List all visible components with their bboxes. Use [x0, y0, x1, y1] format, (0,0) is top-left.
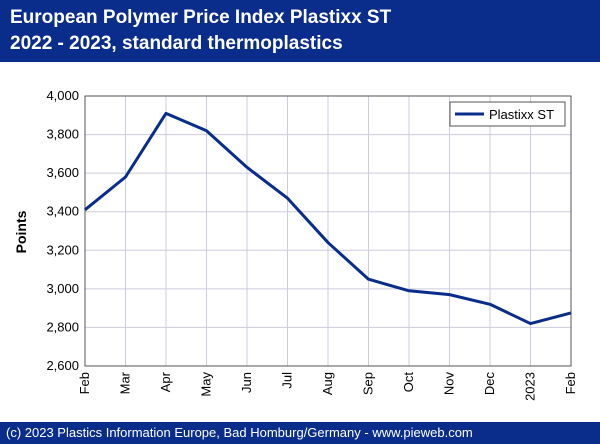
x-tick-label: May	[199, 372, 214, 397]
plot-area	[84, 95, 572, 367]
chart-title-line2: 2022 - 2023, standard thermoplastics	[10, 33, 343, 54]
x-tick-label: Jun	[239, 372, 254, 393]
y-tick-label: 3,200	[46, 242, 79, 257]
y-axis-label: Points	[13, 210, 29, 253]
title-banner: European Polymer Price Index Plastixx ST…	[0, 0, 600, 62]
y-tick-label: 3,600	[46, 165, 79, 180]
x-tick-label: Aug	[320, 372, 335, 395]
x-tick-label: Dec	[482, 372, 497, 396]
x-tick-label: Sep	[361, 372, 376, 395]
copyright-text: (c) 2023 Plastics Information Europe, Ba…	[6, 425, 473, 440]
grid-lines	[84, 95, 572, 367]
x-tick-label: Feb	[77, 372, 92, 394]
line-chart: 2,600 2,800 3,000 3,200 3,400 3,600 3,800 4,000…	[13, 88, 578, 401]
x-tick-label: Feb	[563, 372, 578, 394]
x-tick-label: Apr	[158, 371, 173, 392]
legend-label: Plastixx ST	[489, 107, 554, 122]
y-tick-label: 3,000	[46, 281, 79, 296]
x-tick-label: 2023	[523, 372, 538, 401]
y-tick-label: 2,600	[46, 358, 79, 373]
x-tick-label: Mar	[118, 371, 133, 394]
y-tick-label: 2,800	[46, 319, 79, 334]
x-axis-ticks: Feb Mar Apr May Jun Jul Aug Sep Oct Nov Dec 2023 Feb	[77, 371, 578, 401]
series-line-plastixx-st	[84, 111, 572, 326]
y-tick-label: 3,400	[46, 204, 79, 219]
y-tick-label: 4,000	[46, 88, 79, 103]
x-tick-label: Jul	[280, 372, 295, 389]
x-tick-label: Nov	[442, 372, 457, 396]
y-tick-label: 3,800	[46, 127, 79, 142]
legend: Plastixx ST	[449, 101, 566, 127]
y-axis-ticks: 2,600 2,800 3,000 3,200 3,400 3,600 3,800 4,000	[46, 88, 79, 373]
chart-title-line1: European Polymer Price Index Plastixx ST	[10, 7, 392, 28]
x-tick-label: Oct	[401, 372, 416, 393]
copyright-banner: (c) 2023 Plastics Information Europe, Ba…	[0, 422, 600, 444]
